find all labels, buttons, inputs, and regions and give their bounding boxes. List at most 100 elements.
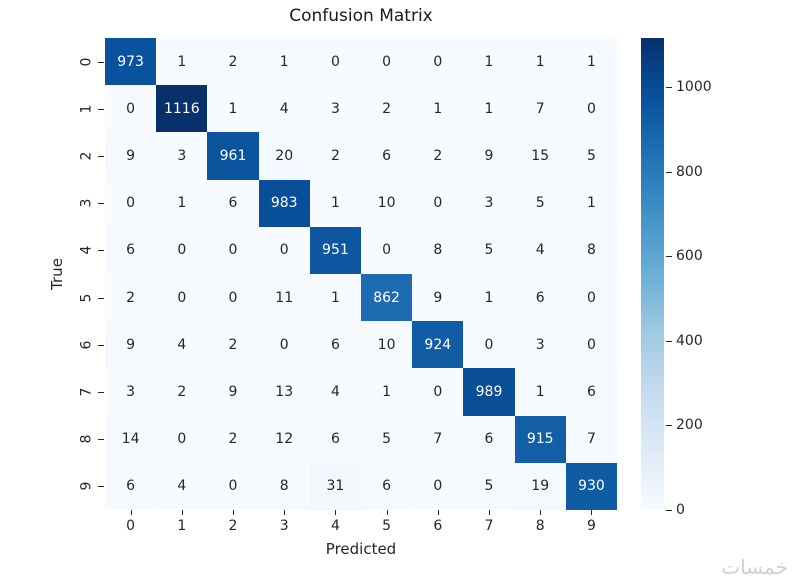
- heatmap-cell: 0: [207, 274, 259, 322]
- x-tick-label: 1: [156, 510, 207, 534]
- heatmap-cell: 6: [309, 415, 361, 463]
- heatmap-cell: 4: [156, 321, 208, 369]
- heatmap-cell: 973: [105, 38, 157, 86]
- heatmap-cell: 0: [565, 85, 617, 133]
- heatmap-cell: 4: [309, 368, 361, 416]
- heatmap-cell: 19: [514, 462, 566, 510]
- heatmap-cell: 0: [565, 274, 617, 322]
- heatmap-cell: 0: [105, 85, 157, 133]
- y-tick: 1: [76, 85, 104, 132]
- heatmap-cell: 9: [105, 321, 157, 369]
- x-tick-label: 0: [105, 510, 156, 534]
- y-tick: 5: [76, 274, 104, 321]
- y-tick: 8: [76, 416, 104, 463]
- x-tick-label: 3: [259, 510, 310, 534]
- y-tick: 0: [76, 38, 104, 85]
- heatmap-cell: 1: [463, 38, 515, 86]
- heatmap-cell: 915: [514, 415, 566, 463]
- heatmap-cell: 0: [258, 321, 310, 369]
- heatmap-cell: 0: [412, 368, 464, 416]
- heatmap-cell: 1: [156, 179, 208, 227]
- heatmap-cell: 2: [156, 368, 208, 416]
- heatmap-cell: 14: [105, 415, 157, 463]
- colorbar-tick-label: 200: [666, 417, 703, 434]
- heatmap-cell: 862: [361, 274, 413, 322]
- heatmap-cell: 2: [361, 85, 413, 133]
- heatmap-cell: 1: [156, 38, 208, 86]
- heatmap-cell: 9: [412, 274, 464, 322]
- heatmap-cell: 1: [258, 38, 310, 86]
- y-tick: 3: [76, 180, 104, 227]
- heatmap-cell: 6: [361, 132, 413, 180]
- heatmap-cell: 0: [105, 179, 157, 227]
- heatmap-cell: 10: [361, 321, 413, 369]
- y-tick-label: 8: [77, 434, 94, 444]
- heatmap-cell: 2: [412, 132, 464, 180]
- x-tick-label: 4: [310, 510, 361, 534]
- y-axis-label: True: [48, 258, 66, 290]
- heatmap-cell: 5: [514, 179, 566, 227]
- heatmap-cell: 0: [565, 321, 617, 369]
- heatmap-cell: 0: [412, 38, 464, 86]
- heatmap-grid: 973 1 2 1 0 0 0 1 1 1 0 1116 1 4 3 2 1 1 7 0 9 3 961 20 2 6 2 9 15 5 0…: [105, 38, 617, 510]
- heatmap-cell: 6: [565, 368, 617, 416]
- heatmap-cell: 15: [514, 132, 566, 180]
- y-tick: 4: [76, 227, 104, 274]
- y-tick-label: 0: [77, 57, 94, 67]
- heatmap-cell: 1: [565, 38, 617, 86]
- heatmap-cell: 0: [412, 462, 464, 510]
- x-tick-label: 9: [566, 510, 617, 534]
- heatmap-cell: 961: [207, 132, 259, 180]
- heatmap-cell: 5: [565, 132, 617, 180]
- heatmap-cell: 1: [309, 179, 361, 227]
- colorbar-tick-label: 400: [666, 332, 703, 349]
- heatmap-cell: 4: [258, 85, 310, 133]
- heatmap-cell: 7: [412, 415, 464, 463]
- heatmap-cell: 5: [463, 226, 515, 274]
- heatmap-cell: 1: [463, 85, 515, 133]
- heatmap-cell: 1: [309, 274, 361, 322]
- heatmap-cell: 6: [207, 179, 259, 227]
- heatmap-cell: 1: [514, 38, 566, 86]
- colorbar: [641, 38, 664, 510]
- heatmap-cell: 1116: [156, 85, 208, 133]
- heatmap-cell: 7: [565, 415, 617, 463]
- heatmap-cell: 8: [258, 462, 310, 510]
- x-tick-label: 7: [463, 510, 514, 534]
- colorbar-tick-label: 600: [666, 248, 703, 265]
- heatmap-cell: 5: [463, 462, 515, 510]
- heatmap-cell: 4: [156, 462, 208, 510]
- heatmap-cell: 4: [514, 226, 566, 274]
- heatmap-cell: 31: [309, 462, 361, 510]
- heatmap-cell: 0: [309, 38, 361, 86]
- heatmap-cell: 0: [361, 38, 413, 86]
- heatmap-cell: 2: [105, 274, 157, 322]
- heatmap-cell: 1: [463, 274, 515, 322]
- heatmap-cell: 0: [156, 274, 208, 322]
- heatmap-cell: 8: [565, 226, 617, 274]
- heatmap-cell: 7: [514, 85, 566, 133]
- heatmap-cell: 20: [258, 132, 310, 180]
- chart-title: Confusion Matrix: [289, 6, 433, 26]
- y-tick: 2: [76, 132, 104, 179]
- heatmap-cell: 951: [309, 226, 361, 274]
- heatmap-cell: 2: [207, 321, 259, 369]
- y-tick-label: 2: [77, 151, 94, 161]
- heatmap-cell: 3: [463, 179, 515, 227]
- heatmap-cell: 9: [207, 368, 259, 416]
- y-tick-label: 1: [77, 104, 94, 114]
- y-tick-label: 4: [77, 245, 94, 255]
- heatmap-cell: 0: [412, 179, 464, 227]
- heatmap-cell: 6: [309, 321, 361, 369]
- heatmap-cell: 1: [514, 368, 566, 416]
- heatmap-cell: 0: [156, 415, 208, 463]
- heatmap-cell: 1: [412, 85, 464, 133]
- x-axis-label: Predicted: [325, 540, 397, 558]
- heatmap-cell: 6: [361, 462, 413, 510]
- heatmap-cell: 0: [207, 462, 259, 510]
- heatmap-cell: 1: [207, 85, 259, 133]
- heatmap-cell: 983: [258, 179, 310, 227]
- heatmap-cell: 3: [156, 132, 208, 180]
